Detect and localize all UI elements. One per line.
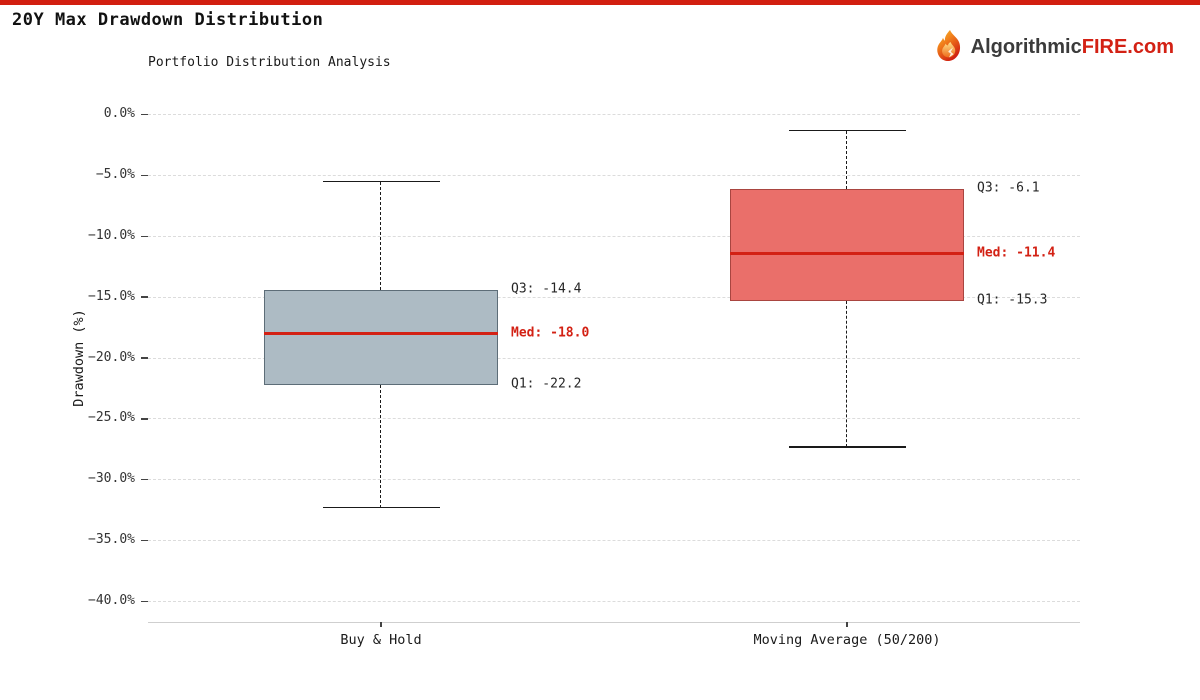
gridline — [148, 357, 1080, 359]
median-line — [264, 332, 498, 336]
chart-subtitle: Portfolio Distribution Analysis — [148, 55, 391, 70]
y-tick-mark — [141, 418, 148, 420]
annotation-q1: Q1: -22.2 — [511, 376, 582, 392]
y-tick-label: −15.0% — [88, 288, 135, 304]
gridline — [148, 296, 1080, 298]
y-tick-label: −10.0% — [88, 227, 135, 243]
y-tick-label: −35.0% — [88, 531, 135, 547]
logo-text-fire: FIRE.com — [1081, 35, 1174, 58]
iqr-box — [264, 289, 498, 385]
lower-whisker-cap — [788, 446, 906, 448]
y-tick-label: −5.0% — [95, 167, 135, 183]
iqr-box — [730, 188, 964, 301]
y-tick-mark — [141, 478, 148, 481]
x-tick-mark — [380, 622, 382, 627]
y-tick-label: −25.0% — [88, 410, 135, 426]
median-line — [730, 251, 964, 255]
annotation-median: Med: -18.0 — [511, 325, 590, 341]
y-tick-label: −30.0% — [88, 471, 135, 487]
x-tick-mark — [846, 622, 848, 627]
y-tick-mark — [141, 235, 148, 238]
upper-whisker — [846, 130, 848, 189]
gridline — [148, 418, 1080, 420]
upper-whisker-cap — [788, 129, 906, 132]
logo-text-algorithmic: Algorithmic — [970, 35, 1082, 58]
y-tick-mark — [141, 113, 148, 116]
y-tick-mark — [141, 174, 148, 177]
x-tick-label: Moving Average (50/200) — [753, 632, 941, 648]
gridline — [148, 539, 1080, 541]
annotation-q3: Q3: -14.4 — [511, 281, 582, 297]
y-tick-mark — [141, 296, 148, 298]
lower-whisker — [846, 300, 848, 447]
gridline — [148, 600, 1080, 602]
top-accent-bar — [0, 0, 1200, 5]
upper-whisker-cap — [322, 180, 440, 183]
y-tick-label: 0.0% — [103, 106, 135, 122]
x-tick-label: Buy & Hold — [340, 632, 422, 648]
gridline — [148, 235, 1080, 237]
lower-whisker — [380, 384, 382, 508]
gridline — [148, 479, 1080, 481]
y-tick-label: −20.0% — [88, 349, 135, 365]
y-tick-mark — [141, 357, 148, 359]
y-tick-mark — [141, 539, 148, 542]
page-title: 20Y Max Drawdown Distribution — [12, 10, 324, 30]
gridline — [148, 114, 1080, 116]
upper-whisker — [380, 181, 382, 290]
y-tick-label: −40.0% — [88, 592, 135, 608]
x-axis-spine — [148, 622, 1080, 623]
brand-logo: Algorithmic FIRE.com — [936, 30, 1174, 64]
y-tick-mark — [141, 600, 148, 603]
annotation-q1: Q1: -15.3 — [977, 292, 1048, 308]
annotation-median: Med: -11.4 — [977, 245, 1056, 261]
gridline — [148, 175, 1080, 177]
lower-whisker-cap — [322, 506, 440, 509]
annotation-q3: Q3: -6.1 — [977, 180, 1040, 196]
flame-icon — [936, 30, 960, 62]
